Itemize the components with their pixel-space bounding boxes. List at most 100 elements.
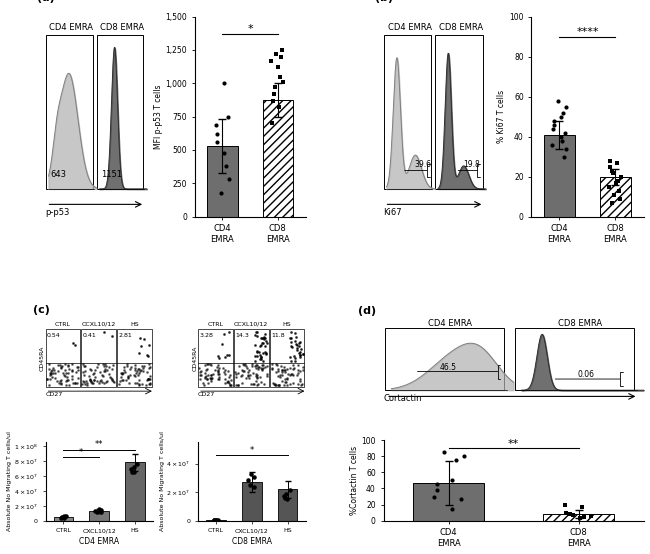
Point — [250, 331, 260, 340]
Point — [238, 366, 248, 375]
Point — [298, 362, 308, 371]
Bar — [385, 328, 504, 390]
Point — [77, 379, 88, 388]
Point — [255, 334, 266, 342]
Point — [606, 198, 617, 207]
Point — [222, 377, 232, 386]
Point — [277, 367, 287, 376]
Point — [225, 380, 235, 389]
Point — [134, 348, 144, 357]
Text: CD45RA: CD45RA — [192, 345, 198, 371]
Point — [296, 381, 306, 389]
Point — [252, 331, 262, 340]
Point — [279, 491, 289, 500]
Point — [605, 162, 616, 171]
Point — [252, 361, 263, 370]
Point — [291, 332, 302, 341]
Bar — [46, 35, 93, 189]
Point — [116, 370, 127, 379]
Point — [213, 375, 224, 384]
Point — [70, 378, 80, 387]
Point — [239, 360, 250, 369]
Point — [134, 375, 144, 384]
Point — [129, 371, 139, 379]
Point — [556, 132, 566, 141]
Point — [45, 370, 55, 379]
Point — [272, 361, 282, 370]
Point — [294, 351, 305, 360]
Point — [290, 356, 300, 365]
Point — [243, 372, 254, 381]
Point — [64, 365, 74, 374]
Point — [200, 371, 211, 380]
Point — [254, 348, 265, 357]
Bar — [278, 489, 298, 521]
Point — [270, 83, 281, 92]
Point — [218, 364, 228, 373]
Point — [72, 368, 82, 377]
Point — [88, 376, 99, 384]
Bar — [207, 146, 238, 217]
Point — [218, 79, 229, 88]
Y-axis label: MFI p-p53 T cells: MFI p-p53 T cells — [153, 84, 162, 149]
Text: CD27: CD27 — [198, 392, 215, 397]
Point — [213, 515, 224, 524]
Point — [87, 378, 98, 387]
Point — [48, 363, 58, 372]
Text: CD45RA: CD45RA — [40, 345, 45, 371]
Text: 643: 643 — [51, 170, 66, 178]
Point — [132, 459, 142, 468]
Point — [289, 329, 300, 338]
Point — [88, 378, 98, 387]
Point — [282, 494, 293, 503]
Point — [259, 335, 270, 343]
Point — [200, 373, 210, 382]
Point — [252, 370, 262, 379]
Point — [58, 371, 69, 379]
Point — [92, 507, 103, 516]
Point — [203, 379, 213, 388]
Point — [144, 360, 154, 368]
Point — [220, 370, 231, 378]
Point — [144, 363, 154, 372]
Point — [287, 369, 297, 378]
Point — [98, 378, 109, 387]
Point — [138, 363, 149, 372]
Point — [235, 372, 246, 381]
Point — [285, 486, 295, 495]
Point — [285, 370, 296, 379]
Point — [136, 366, 147, 375]
Point — [211, 362, 222, 371]
Point — [565, 510, 575, 519]
Bar — [234, 329, 268, 387]
Point — [297, 379, 307, 388]
Point — [107, 332, 117, 341]
Point — [54, 379, 64, 388]
Point — [252, 362, 263, 371]
Point — [55, 361, 65, 370]
Point — [131, 379, 142, 388]
Point — [122, 360, 132, 368]
Point — [98, 360, 109, 368]
Point — [143, 375, 153, 383]
Point — [126, 363, 136, 372]
Point — [609, 190, 619, 199]
Text: 1151: 1151 — [101, 170, 122, 178]
Text: 46.5: 46.5 — [440, 363, 457, 372]
Point — [261, 350, 271, 358]
Point — [226, 381, 236, 389]
Point — [234, 362, 244, 371]
Point — [202, 375, 212, 384]
Point — [547, 140, 558, 149]
Point — [121, 376, 131, 385]
Point — [612, 158, 622, 167]
Point — [99, 360, 110, 369]
Point — [285, 363, 296, 372]
Point — [286, 338, 296, 347]
Point — [257, 338, 268, 347]
Point — [46, 367, 57, 376]
Point — [90, 373, 101, 382]
Point — [102, 377, 112, 386]
Point — [77, 360, 88, 369]
Point — [293, 379, 304, 388]
